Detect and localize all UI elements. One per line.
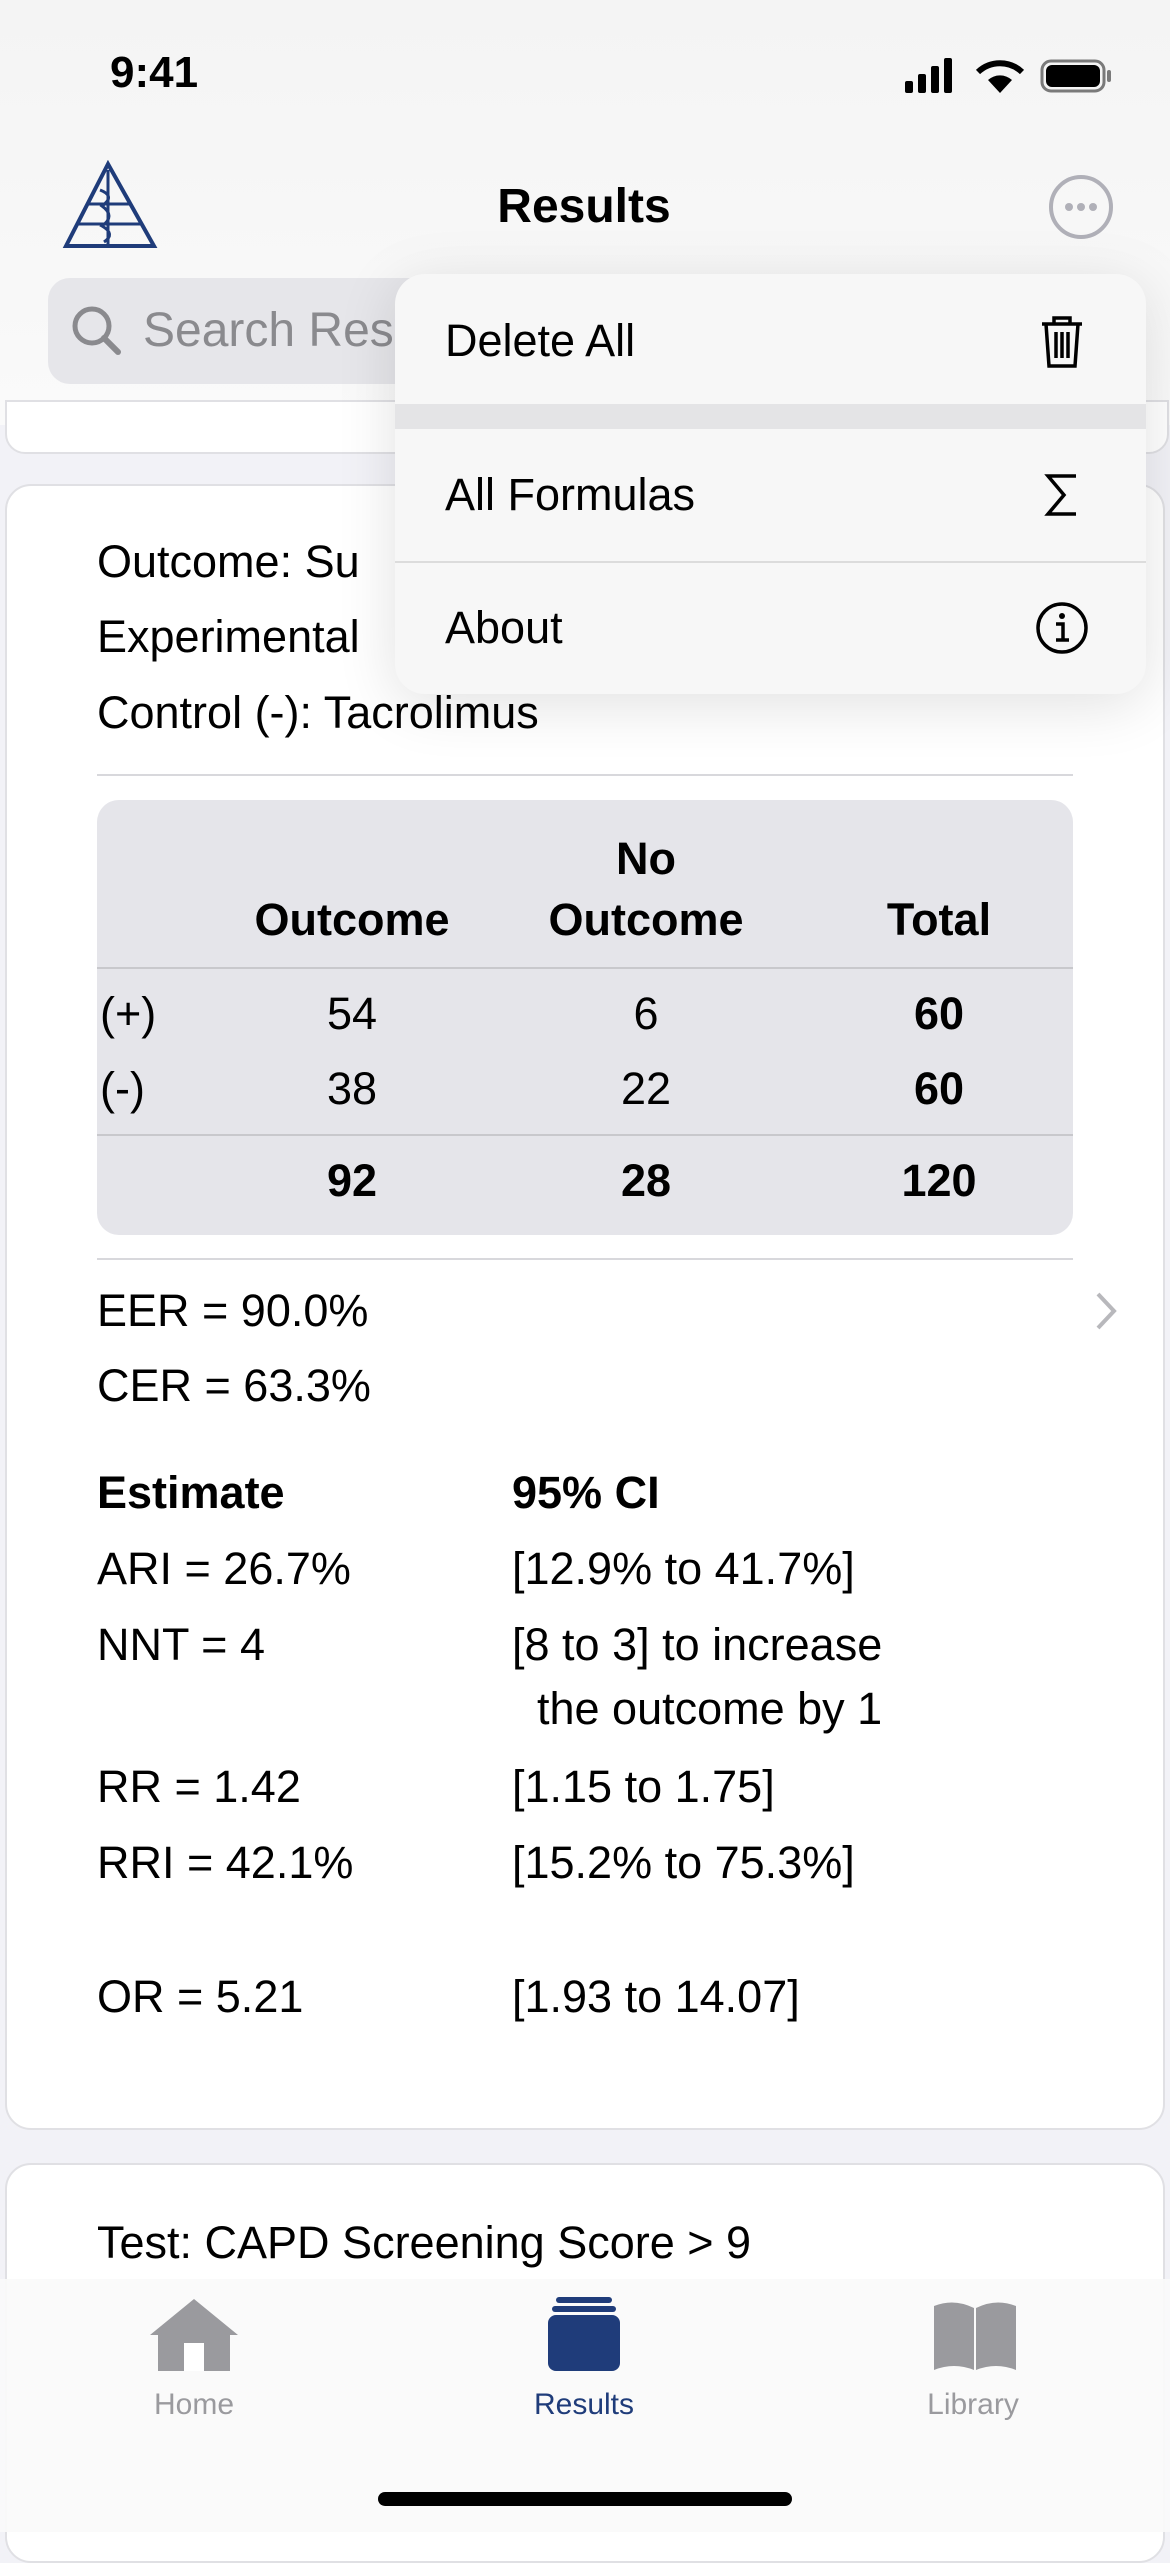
estimate-header: 95% CI	[512, 1467, 660, 1518]
table-line	[97, 967, 1073, 969]
table-header: Total	[886, 894, 992, 945]
menu-gap	[395, 404, 1146, 429]
table-total: 120	[901, 1155, 977, 1206]
card-line: Experimental	[97, 611, 360, 662]
estimate: ARI = 26.7%	[97, 1543, 351, 1594]
sigma-icon	[1044, 474, 1076, 516]
divider	[97, 774, 1073, 776]
results-icon[interactable]	[544, 2295, 624, 2375]
menu	[395, 274, 1146, 694]
table-cell: 60	[913, 988, 965, 1039]
confidence-interval: the outcome by 1	[537, 1683, 883, 1734]
tab-label[interactable]: Library	[927, 2388, 1019, 2421]
confidence-interval: [12.9% to 41.7%]	[512, 1543, 855, 1594]
rate: CER = 63.3%	[97, 1360, 371, 1411]
table-header: No	[616, 833, 676, 884]
confidence-interval: [1.93 to 14.07]	[512, 1971, 800, 2022]
estimate: NNT = 4	[97, 1619, 265, 1670]
status-time: 9:41	[110, 48, 199, 97]
card-line: Outcome: Su	[97, 536, 360, 587]
estimate-header: Estimate	[97, 1467, 285, 1518]
confidence-interval: [15.2% to 75.3%]	[512, 1837, 855, 1888]
nav-title: Results	[497, 180, 671, 233]
result-card	[5, 484, 1165, 2130]
row-label: (-)	[100, 1063, 145, 1114]
confidence-interval: [8 to 3] to increase	[512, 1619, 883, 1670]
more-button[interactable]	[1047, 173, 1115, 241]
next-card-title: Test: CAPD Screening Score > 9	[97, 2217, 752, 2268]
menu-separator	[395, 561, 1146, 563]
app-logo	[62, 160, 158, 248]
library-icon[interactable]	[930, 2300, 1020, 2372]
info-icon	[1036, 602, 1088, 654]
menu-item[interactable]: Delete All	[445, 315, 636, 366]
home-indicator	[378, 2492, 792, 2506]
estimate: OR = 5.21	[97, 1971, 304, 2022]
chevron[interactable]	[1094, 1290, 1118, 1332]
divider	[97, 1258, 1073, 1260]
card-line: Control (-): Tacrolimus	[97, 687, 539, 738]
table-header: Outcome	[548, 894, 744, 945]
status-icons	[905, 58, 1111, 93]
table-line	[97, 1134, 1073, 1136]
estimate: RRI = 42.1%	[97, 1837, 354, 1888]
table-cell: 54	[326, 988, 378, 1039]
home-icon[interactable]	[144, 2295, 244, 2375]
table-cell: 60	[913, 1063, 965, 1114]
table-cell: 38	[326, 1063, 378, 1114]
trash-icon	[1042, 316, 1082, 368]
confidence-interval: [1.15 to 1.75]	[512, 1761, 775, 1812]
table-total: 28	[620, 1155, 672, 1206]
tab-label[interactable]: Home	[153, 2388, 235, 2421]
menu-item[interactable]: About	[445, 602, 563, 653]
tab-label[interactable]: Results	[533, 2388, 635, 2421]
table-header: Outcome	[254, 894, 450, 945]
table-total: 92	[326, 1155, 378, 1206]
contingency-table	[97, 800, 1073, 1235]
table-cell: 6	[633, 988, 659, 1039]
table-cell: 22	[620, 1063, 672, 1114]
row-label: (+)	[100, 988, 157, 1039]
search-icon	[72, 306, 121, 355]
search-placeholder: Search Res	[143, 304, 394, 357]
menu-item[interactable]: All Formulas	[445, 469, 696, 520]
estimate: RR = 1.42	[97, 1761, 301, 1812]
rate: EER = 90.0%	[97, 1285, 369, 1336]
